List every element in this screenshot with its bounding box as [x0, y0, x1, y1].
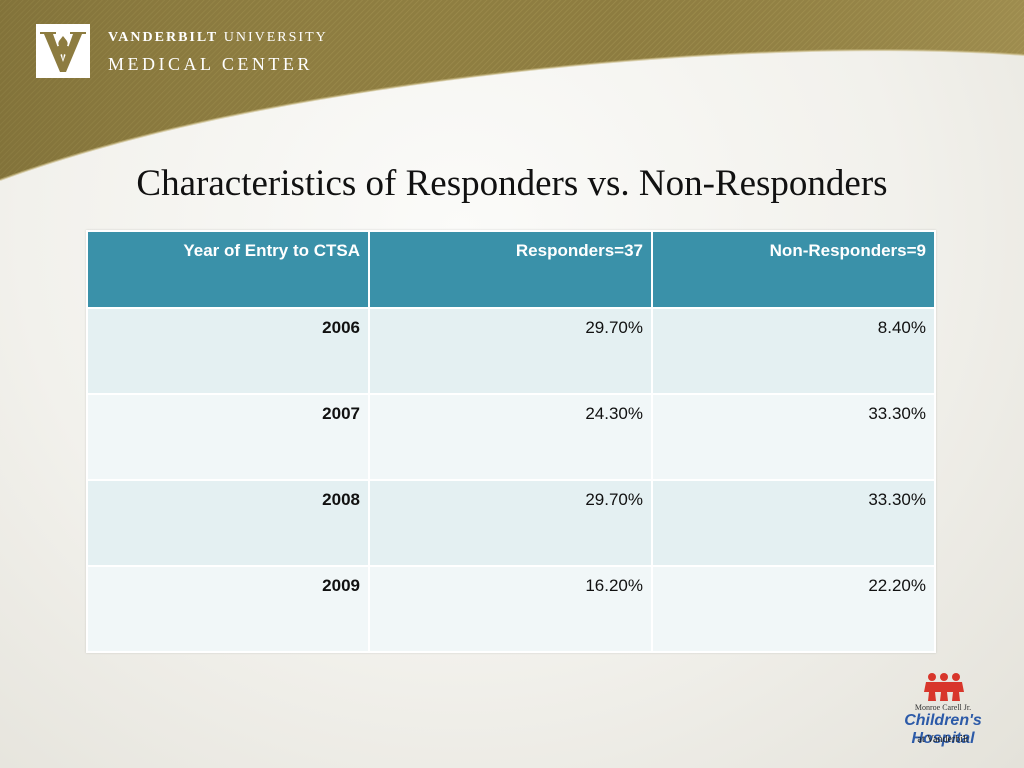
table-row: 2007 24.30% 33.30%	[86, 393, 936, 481]
non-responders-cell: 33.30%	[651, 393, 936, 481]
responders-cell: 29.70%	[368, 307, 653, 395]
year-cell: 2006	[86, 307, 370, 395]
org-name-line1: VANDERBILT UNIVERSITY	[108, 30, 328, 45]
table-header-row: Year of Entry to CTSA Responders=37 Non-…	[86, 230, 936, 309]
hospital-name-line3: at Vanderbilt	[917, 734, 969, 745]
non-responders-cell: 8.40%	[651, 307, 936, 395]
non-responders-cell: 22.20%	[651, 565, 936, 653]
header-band	[0, 0, 1024, 181]
data-table: Year of Entry to CTSA Responders=37 Non-…	[86, 230, 936, 653]
column-header-year: Year of Entry to CTSA	[86, 230, 370, 309]
responders-cell: 24.30%	[368, 393, 653, 481]
table-row: 2008 29.70% 33.30%	[86, 479, 936, 567]
oak-leaf-v-icon	[40, 32, 86, 72]
year-cell: 2007	[86, 393, 370, 481]
org-name-line2: MEDICAL CENTER	[108, 54, 313, 74]
children-figures-icon	[924, 673, 964, 701]
column-header-responders: Responders=37	[368, 230, 653, 309]
table-row: 2006 29.70% 8.40%	[86, 307, 936, 395]
year-cell: 2008	[86, 479, 370, 567]
table-row: 2009 16.20% 22.20%	[86, 565, 936, 653]
hospital-name-line1: Monroe Carell Jr.	[914, 703, 972, 712]
hospital-name-line2: Children's Hospital	[904, 712, 982, 747]
responders-cell: 16.20%	[368, 565, 653, 653]
column-header-non-responders: Non-Responders=9	[651, 230, 936, 309]
responders-cell: 29.70%	[368, 479, 653, 567]
childrens-hospital-logo: Monroe Carell Jr. Children's Hospital at…	[882, 672, 1004, 750]
vanderbilt-logo	[36, 24, 90, 78]
non-responders-cell: 33.30%	[651, 479, 936, 567]
year-cell: 2009	[86, 565, 370, 653]
slide-title: Characteristics of Responders vs. Non-Re…	[136, 163, 888, 204]
